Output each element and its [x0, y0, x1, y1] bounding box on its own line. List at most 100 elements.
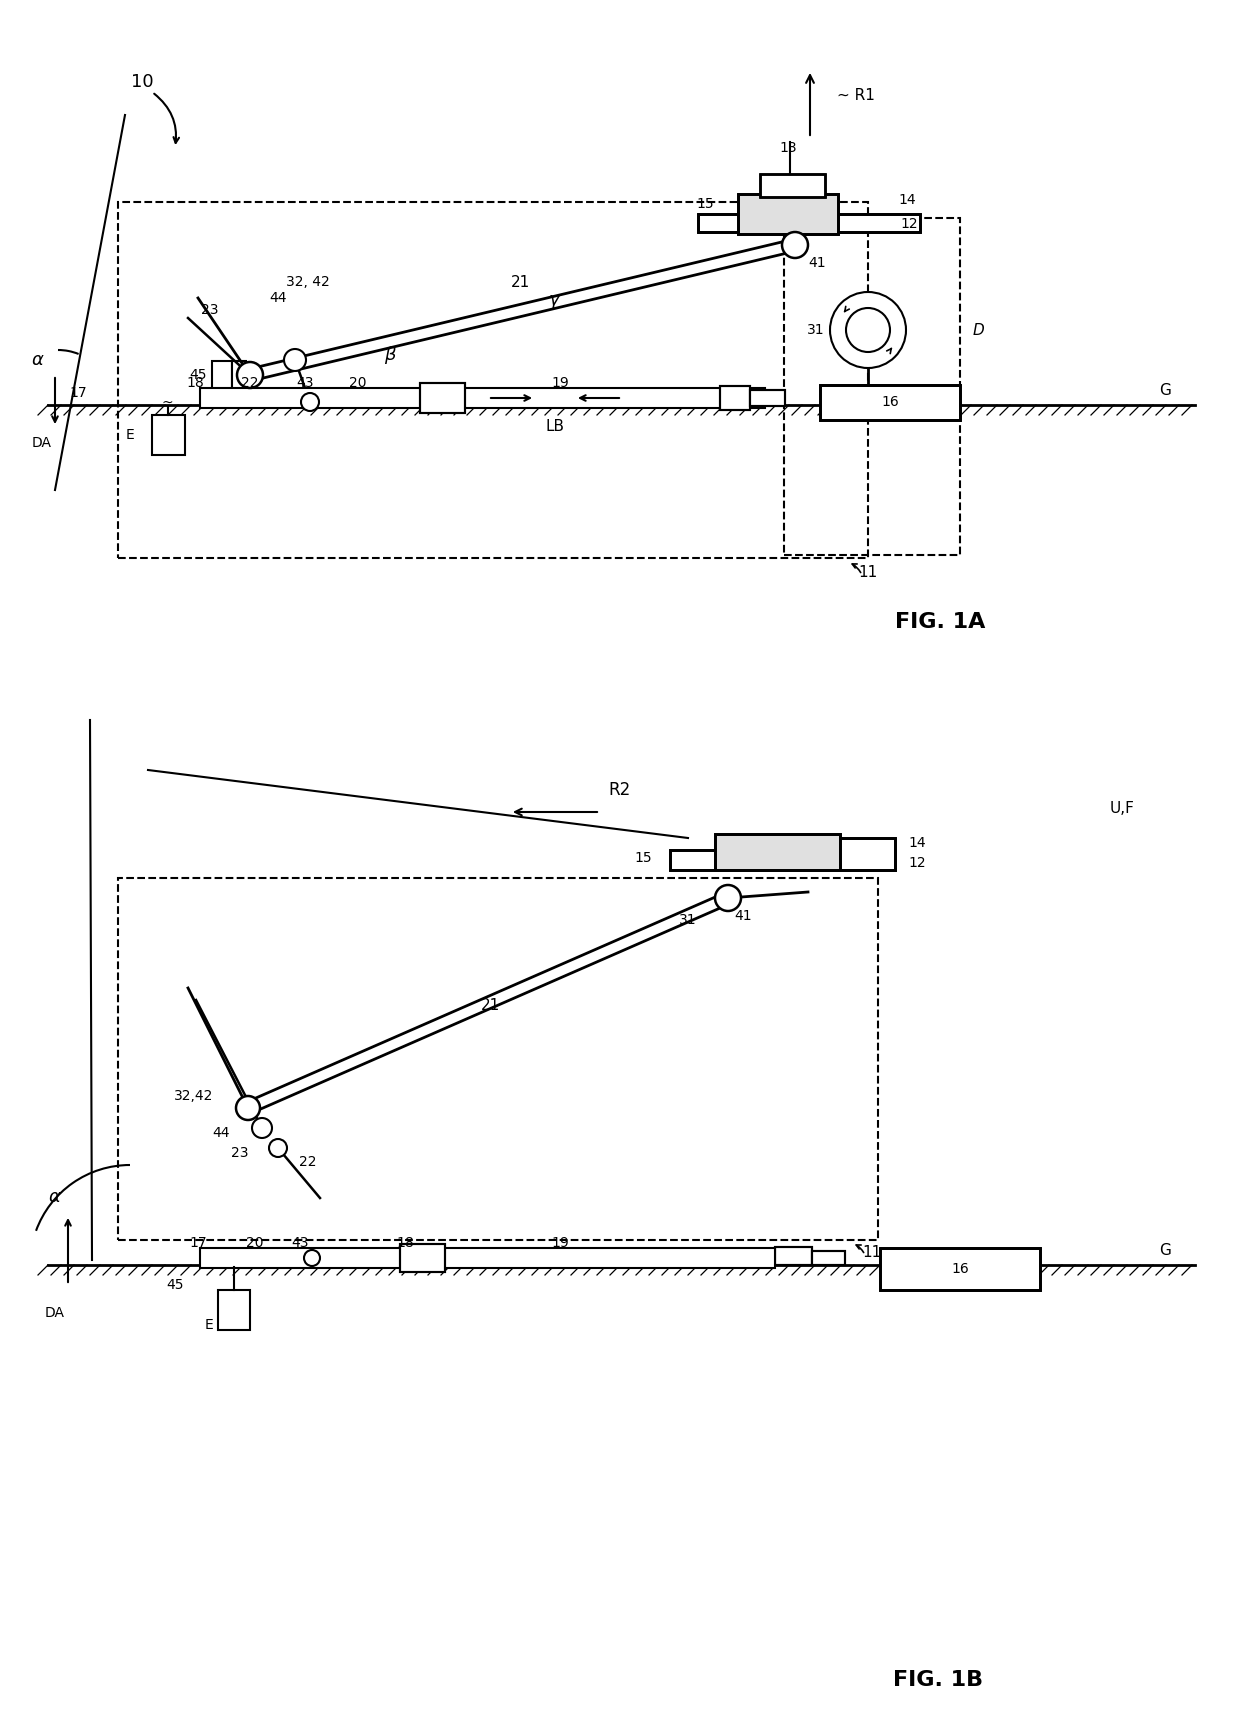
Circle shape: [236, 1097, 260, 1121]
Text: 41: 41: [734, 909, 751, 923]
Bar: [775, 1246, 812, 1265]
Text: $\beta$: $\beta$: [383, 344, 397, 366]
Text: R2: R2: [609, 780, 631, 799]
Text: 45: 45: [190, 368, 207, 382]
Text: 23: 23: [231, 1147, 248, 1160]
Bar: [218, 1289, 250, 1331]
Text: 20: 20: [350, 376, 367, 390]
Text: 19: 19: [551, 376, 569, 390]
Bar: [670, 849, 895, 870]
Bar: [738, 194, 838, 234]
Text: 16: 16: [951, 1262, 968, 1275]
Bar: [153, 414, 185, 456]
Bar: [880, 1248, 1040, 1289]
Text: $\alpha$: $\alpha$: [31, 351, 45, 370]
Text: 31: 31: [807, 323, 825, 337]
Bar: [760, 174, 825, 198]
Text: 18: 18: [396, 1236, 414, 1250]
Circle shape: [782, 232, 808, 258]
Bar: [200, 388, 765, 407]
Bar: [820, 385, 960, 419]
Circle shape: [830, 292, 906, 368]
Bar: [839, 837, 895, 870]
Text: 16: 16: [882, 395, 899, 409]
Circle shape: [846, 308, 890, 352]
Bar: [720, 387, 750, 411]
Text: 11: 11: [858, 564, 877, 579]
Text: E: E: [125, 428, 134, 442]
Text: 17: 17: [69, 387, 87, 401]
Text: 12: 12: [900, 217, 918, 230]
Bar: [232, 361, 246, 388]
Bar: [812, 1251, 844, 1265]
Bar: [212, 361, 232, 388]
Text: 31: 31: [680, 913, 697, 927]
Bar: [698, 213, 920, 232]
Bar: [812, 1251, 844, 1265]
Bar: [750, 390, 785, 406]
Text: 10: 10: [130, 72, 154, 91]
Text: G: G: [1159, 383, 1171, 397]
Text: DA: DA: [45, 1306, 64, 1320]
Bar: [880, 1248, 1040, 1289]
Text: FIG. 1B: FIG. 1B: [893, 1669, 983, 1690]
Text: 32,42: 32,42: [174, 1090, 213, 1104]
Bar: [118, 878, 878, 1239]
Text: 21: 21: [511, 275, 529, 289]
Circle shape: [269, 1140, 286, 1157]
Text: 44: 44: [269, 291, 286, 304]
Text: 44: 44: [212, 1126, 229, 1140]
Bar: [200, 1248, 775, 1269]
Text: 20: 20: [247, 1236, 264, 1250]
Bar: [118, 203, 868, 559]
Text: 22: 22: [299, 1155, 316, 1169]
Circle shape: [715, 885, 742, 911]
Bar: [715, 834, 839, 870]
Bar: [420, 383, 465, 413]
Bar: [401, 1245, 445, 1272]
Text: 14: 14: [908, 835, 926, 849]
Bar: [750, 390, 785, 406]
Text: 11: 11: [862, 1245, 882, 1260]
Bar: [698, 213, 920, 232]
Bar: [760, 174, 825, 198]
Bar: [738, 194, 838, 234]
Text: LB: LB: [546, 418, 564, 433]
Text: D: D: [972, 323, 983, 337]
Text: 43: 43: [296, 376, 314, 390]
Text: G: G: [1159, 1243, 1171, 1258]
Text: U,F: U,F: [1110, 801, 1135, 815]
Bar: [401, 1245, 445, 1272]
Text: 15: 15: [635, 851, 652, 865]
Bar: [420, 383, 465, 413]
Bar: [670, 849, 895, 870]
Text: 22: 22: [242, 376, 259, 390]
Text: 23: 23: [201, 303, 218, 316]
Text: 32, 42: 32, 42: [286, 275, 330, 289]
Text: 14: 14: [898, 193, 915, 206]
Bar: [775, 1246, 812, 1265]
Text: 13: 13: [779, 141, 797, 155]
Circle shape: [304, 1250, 320, 1265]
Text: $\gamma$: $\gamma$: [548, 292, 562, 311]
Text: 12: 12: [908, 856, 926, 870]
Circle shape: [237, 363, 263, 388]
Text: 15: 15: [696, 198, 714, 211]
Text: ~ R1: ~ R1: [837, 88, 875, 103]
Text: DA: DA: [32, 437, 52, 450]
Circle shape: [252, 1117, 272, 1138]
Text: ~: ~: [161, 395, 172, 411]
Text: 17: 17: [190, 1236, 207, 1250]
Text: 18: 18: [186, 376, 203, 390]
Text: $\alpha$: $\alpha$: [48, 1188, 62, 1207]
Text: E: E: [205, 1318, 213, 1332]
Bar: [839, 837, 895, 870]
Bar: [784, 218, 960, 555]
Text: 43: 43: [291, 1236, 309, 1250]
Circle shape: [301, 394, 319, 411]
Text: 19: 19: [551, 1236, 569, 1250]
Text: FIG. 1A: FIG. 1A: [895, 612, 986, 633]
Bar: [720, 387, 750, 411]
Bar: [820, 385, 960, 419]
Bar: [715, 834, 839, 870]
